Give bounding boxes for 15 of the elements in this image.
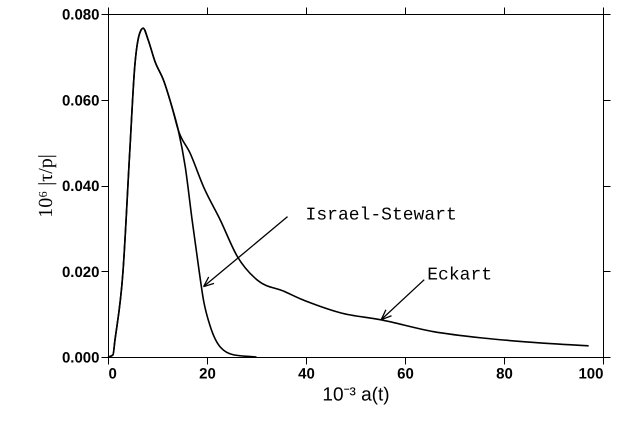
- annotation: Eckart: [427, 266, 492, 286]
- x-tick-label: 100: [578, 366, 604, 382]
- x-tick-label: 20: [199, 366, 216, 382]
- annotation: Israel-Stewart: [306, 206, 457, 226]
- y-axis-title: 10⁶ |τ/p|: [34, 154, 57, 218]
- y-tick-label: 0.000: [62, 350, 100, 366]
- x-tick-label: 0: [108, 366, 117, 382]
- x-tick-label: 40: [298, 366, 315, 382]
- x-axis-title: 10⁻³ a(t): [322, 384, 390, 406]
- y-tick-label: 0.060: [62, 92, 100, 110]
- x-tick-label: 60: [397, 366, 414, 382]
- x-tick-label: 80: [496, 366, 513, 382]
- y-tick-label: 0.040: [62, 178, 100, 195]
- y-tick-label: 0.080: [62, 6, 100, 24]
- y-tick-label: 0.020: [62, 264, 100, 281]
